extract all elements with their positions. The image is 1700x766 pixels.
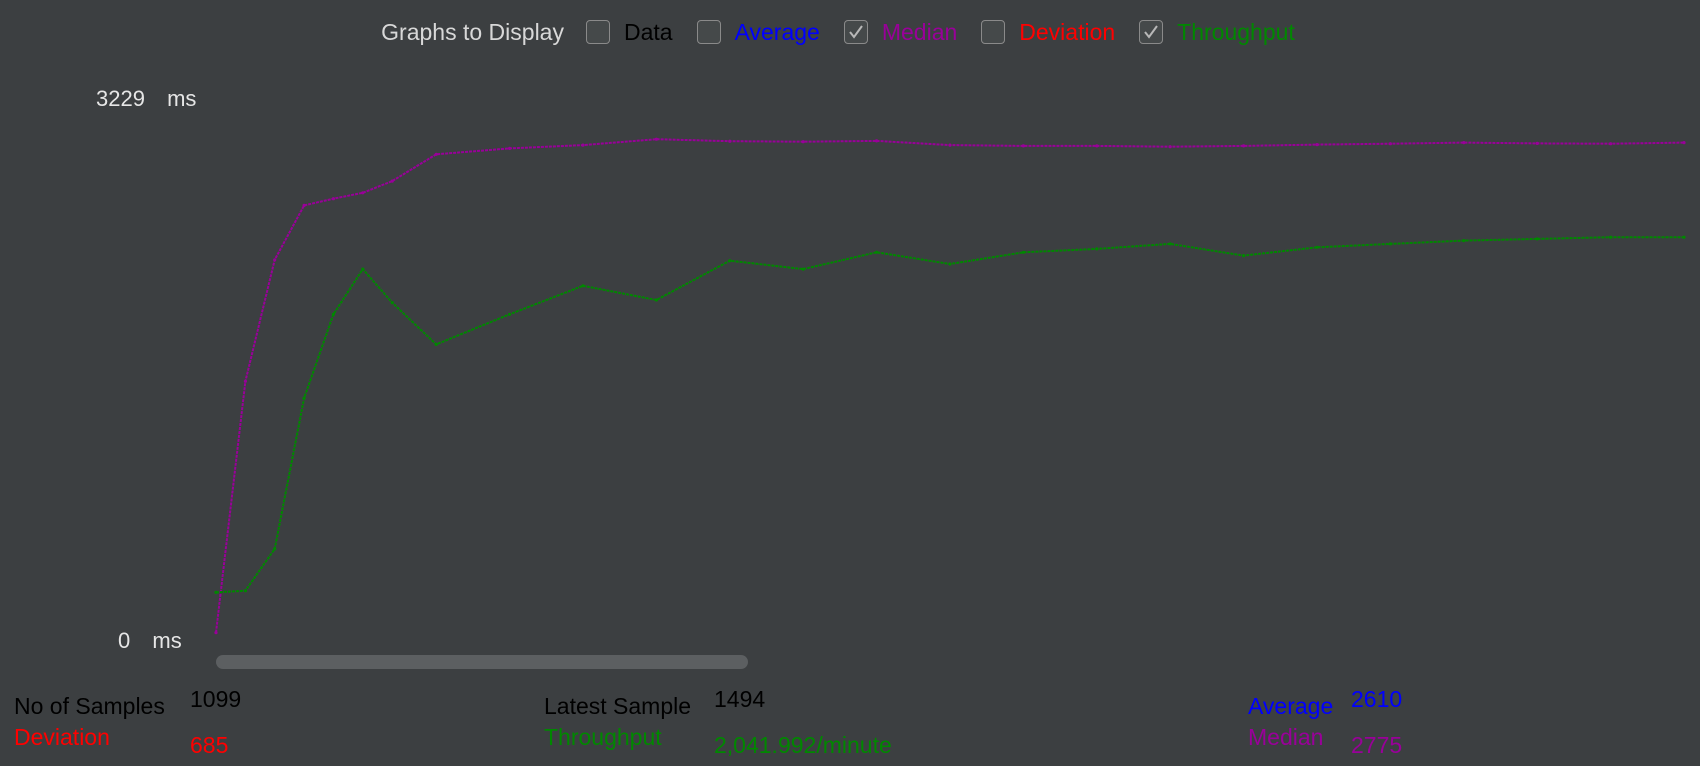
latest-sample-label: Latest Sample: [544, 693, 692, 719]
median-data-point: [1315, 143, 1319, 147]
y-axis-max-label: 3229 ms: [96, 86, 196, 112]
median-value: 2775: [1351, 732, 1403, 758]
throughput-data-point: [1682, 235, 1686, 239]
throughput-series-line: [215, 236, 1684, 594]
y-axis-min-label: 0 ms: [118, 628, 182, 654]
median-checkbox[interactable]: [843, 20, 868, 44]
graph-option-data[interactable]: Data: [585, 18, 673, 46]
median-series-line: [215, 138, 1685, 633]
throughput-data-point: [302, 396, 306, 400]
graph-display-options: Graphs to Display Data Average Median Devia…: [0, 14, 1700, 50]
throughput-data-point: [273, 547, 277, 551]
throughput-data-point: [243, 589, 247, 593]
throughput-data-point: [654, 298, 659, 302]
median-data-point: [361, 191, 365, 195]
y-axis-min-unit: ms: [152, 628, 182, 653]
median-data-point: [1388, 142, 1392, 146]
throughput-checkbox[interactable]: [1139, 20, 1164, 44]
median-checkbox-label: Median: [881, 18, 958, 45]
y-axis-min-value: 0: [118, 628, 131, 653]
average-checkbox[interactable]: [696, 20, 721, 44]
deviation-label: Deviation: [14, 724, 110, 750]
deviation-checkbox[interactable]: [981, 20, 1006, 44]
latest-sample-value: 1494: [714, 686, 766, 712]
median-data-point: [728, 139, 732, 143]
median-data-point: [390, 179, 394, 183]
median-data-point: [1242, 144, 1246, 148]
throughput-data-point: [390, 301, 394, 305]
throughput-data-point: [361, 267, 365, 271]
throughput-data-point: [1535, 237, 1539, 241]
graph-checkbox-group: Data Average Median Deviation Throughput: [585, 18, 1319, 46]
median-data-point: [302, 203, 306, 207]
throughput-data-point: [875, 250, 879, 254]
median-data-point: [1021, 144, 1025, 148]
throughput-data-point: [581, 284, 585, 288]
graph-option-throughput[interactable]: Throughput: [1139, 19, 1295, 46]
median-data-point: [875, 139, 879, 143]
median-data-point: [331, 197, 335, 201]
median-data-point: [1609, 142, 1613, 146]
average-value: 2610: [1351, 686, 1403, 712]
median-data-point: [243, 379, 247, 383]
throughput-data-point: [508, 312, 512, 316]
median-data-point: [508, 146, 512, 150]
y-axis-max-value: 3229: [96, 86, 145, 111]
throughput-data-point: [214, 590, 218, 595]
graph-option-median[interactable]: Median: [843, 18, 958, 46]
graph-canvas: [214, 137, 1686, 635]
throughput-data-point: [331, 312, 335, 316]
deviation-checkbox-label: Deviation: [1019, 18, 1116, 45]
throughput-data-point: [1168, 242, 1172, 246]
throughput-checkbox-label: Throughput: [1177, 18, 1295, 45]
y-axis-max-unit: ms: [167, 86, 197, 111]
throughput-data-point: [948, 262, 952, 266]
median-data-point: [1168, 145, 1172, 149]
median-data-point: [273, 258, 277, 262]
throughput-data-point: [1462, 239, 1466, 243]
data-checkbox-label: Data: [623, 18, 673, 45]
throughput-data-point: [1095, 247, 1099, 251]
graphs-to-display-label: Graphs to Display: [381, 18, 564, 45]
median-data-point: [801, 140, 805, 144]
median-data-point: [434, 152, 438, 156]
deviation-value: 685: [190, 732, 229, 758]
throughput-data-point: [1315, 245, 1319, 249]
graph-horizontal-scrollbar[interactable]: [216, 655, 748, 669]
graph-option-deviation[interactable]: Deviation: [981, 19, 1115, 46]
median-data-point: [1462, 141, 1466, 145]
samples-label: No of Samples: [14, 693, 165, 719]
median-data-point: [1682, 141, 1686, 145]
throughput-data-point: [1021, 250, 1025, 254]
median-label: Median: [1248, 724, 1324, 750]
samples-value: 1099: [190, 686, 242, 712]
throughput-data-point: [1242, 254, 1246, 258]
median-data-point: [654, 137, 659, 141]
average-checkbox-label: Average: [734, 18, 820, 45]
graph-option-average[interactable]: Average: [696, 18, 820, 46]
median-data-point: [948, 143, 952, 147]
median-data-point: [214, 631, 218, 635]
throughput-data-point: [434, 342, 438, 346]
throughput-data-point: [1388, 242, 1392, 246]
median-data-point: [1535, 141, 1539, 145]
checkmark-icon: [1144, 25, 1158, 39]
average-label: Average: [1248, 693, 1334, 719]
median-data-point: [1095, 144, 1099, 148]
throughput-value: 2,041.992/minute: [714, 732, 892, 758]
throughput-data-point: [728, 259, 732, 263]
median-data-point: [581, 143, 585, 147]
throughput-data-point: [801, 267, 805, 271]
throughput-data-point: [1609, 235, 1613, 239]
checkmark-icon: [849, 25, 863, 39]
data-checkbox[interactable]: [585, 20, 610, 44]
throughput-label: Throughput: [544, 724, 662, 750]
